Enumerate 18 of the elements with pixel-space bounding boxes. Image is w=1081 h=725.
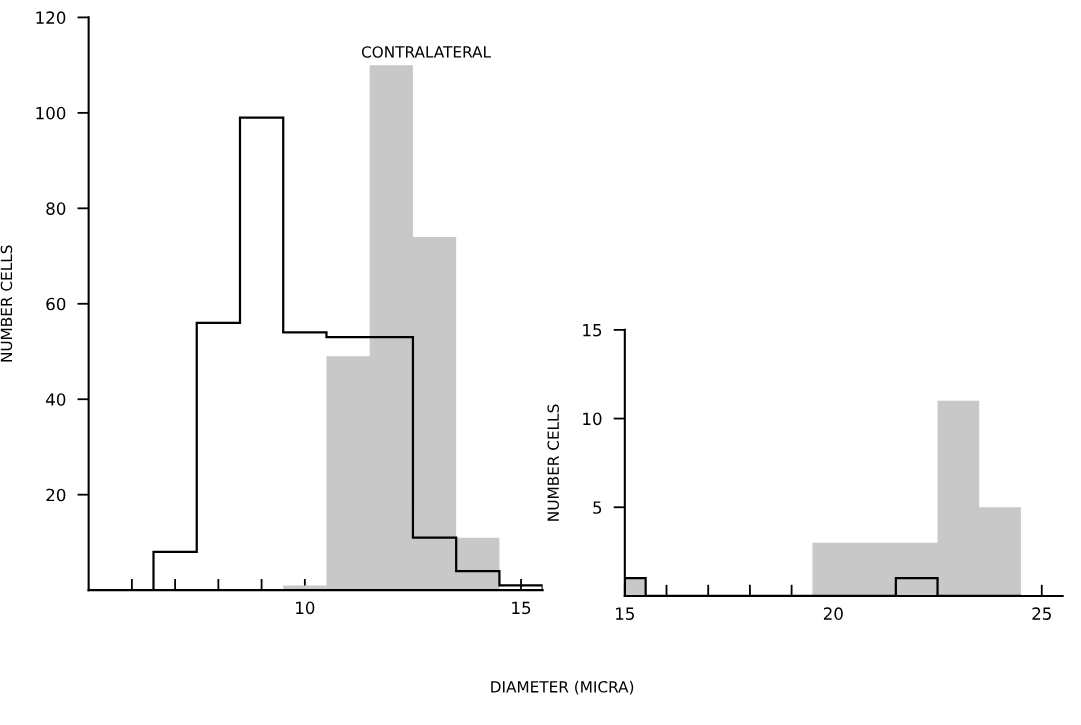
x-tick-label: 15	[616, 607, 634, 620]
x-axis-title: DIAMETER (MICRA)	[491, 680, 634, 695]
y-axis-title: NUMBER CELLS	[547, 404, 559, 521]
y-tick-label: 120	[36, 11, 66, 24]
y-tick-label: 5	[593, 501, 602, 514]
y-tick-label: 100	[36, 106, 66, 120]
y-tick-label: 20	[46, 488, 66, 502]
text: CONTRALATERAL	[361, 46, 491, 58]
x-tick-label: 25	[1032, 607, 1051, 620]
y-tick-label: 10	[583, 412, 602, 426]
y-tick-label: 80	[46, 202, 66, 215]
y-tick-label: 15	[583, 324, 602, 337]
y-tick-label: 60	[46, 297, 66, 311]
y-tick-label: 40	[46, 393, 66, 406]
y-axis-title: NUMBER CELLS	[0, 245, 13, 362]
x-tick-label: 20	[823, 607, 843, 620]
x-tick-label: 10	[296, 601, 315, 615]
x-tick-label: 15	[512, 601, 531, 615]
